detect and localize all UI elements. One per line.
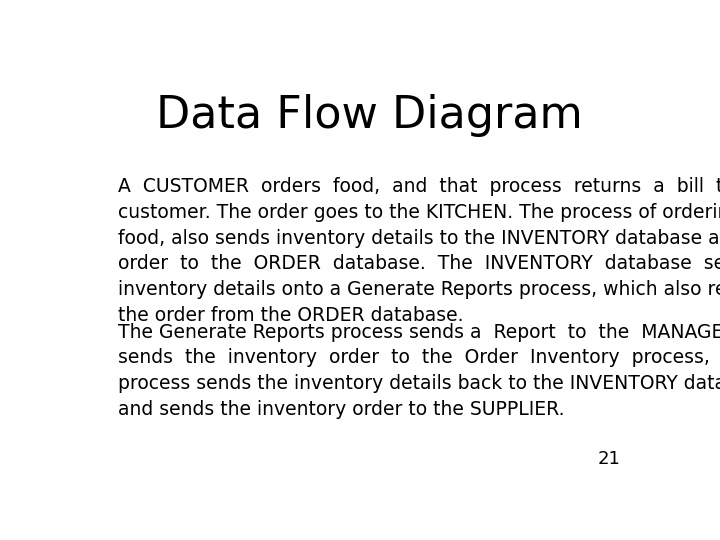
Text: 21: 21 xyxy=(597,450,620,468)
Text: Data Flow Diagram: Data Flow Diagram xyxy=(156,94,582,137)
Text: The Generate Reports process sends a  Report  to  the  MANAGER  who
sends  the  : The Generate Reports process sends a Rep… xyxy=(118,322,720,419)
Text: A  CUSTOMER  orders  food,  and  that  process  returns  a  bill  to  the
custom: A CUSTOMER orders food, and that process… xyxy=(118,177,720,325)
